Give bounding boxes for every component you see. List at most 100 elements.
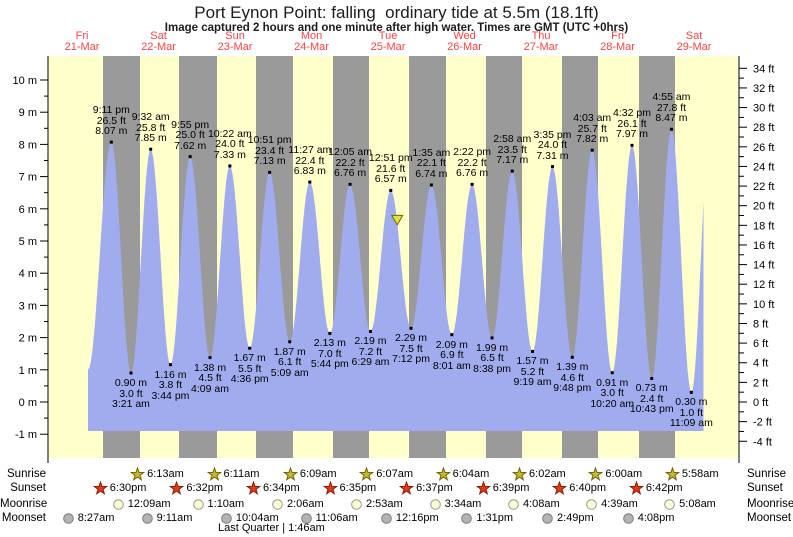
moonrise-icon — [351, 498, 362, 510]
moonset-time-text: 11:06am — [315, 512, 358, 524]
sunrise-time: 6:09am — [282, 466, 337, 482]
tide-low-label: 1.57 m 5.2 ft 9:19 am — [513, 355, 552, 389]
moonrise-icon — [586, 498, 597, 510]
sunset-time: 6:35pm — [322, 480, 376, 496]
moonrise-time-text: 1:10am — [207, 498, 245, 510]
moonset-time-text: 8:27am — [77, 512, 115, 524]
moonrise-icon — [112, 498, 124, 510]
tide-high-label: 10:51 pm 23.4 ft 7.13 m — [247, 134, 292, 168]
tide-high-label: 1:35 am 22.1 ft 6.74 m — [412, 146, 451, 180]
y-axis-left-tick-label: 3 m — [19, 300, 37, 312]
sunrise-time-text: 6:04am — [452, 468, 490, 480]
sunrise-icon — [664, 466, 680, 481]
day-label: Fri 21-Mar — [64, 30, 100, 53]
moonset-icon — [300, 512, 312, 524]
y-axis-left-tick-label: 10 m — [13, 75, 37, 87]
sunrise-time-text: 6:07am — [376, 468, 413, 480]
moonset-time: 12:16pm — [379, 510, 439, 526]
sunrise-time-text: 6:11am — [223, 468, 260, 480]
y-axis-right-tick-label: 20 ft — [753, 201, 774, 213]
day-label: Mon 24-Mar — [294, 30, 329, 53]
y-axis-right-tick-label: 10 ft — [753, 299, 774, 311]
moonset-time-text: 1:31pm — [476, 512, 514, 524]
tide-extreme-dot — [228, 164, 232, 168]
y-axis-left-tick-label: 8 m — [19, 139, 37, 151]
tide-low-label: 1.16 m 3.8 ft 3:44 pm — [151, 368, 190, 402]
y-axis-right-tick-label: 14 ft — [753, 260, 774, 272]
moonrise-icon — [192, 498, 204, 510]
sunrise-icon — [282, 466, 298, 481]
tide-low-label: 0.91 m 3.0 ft 10:20 am — [590, 376, 635, 410]
sunrise-time-text: 6:02am — [529, 468, 566, 480]
sunset-time-text: 6:39pm — [492, 482, 530, 494]
moonset-icon — [221, 512, 232, 524]
moonrise-time-text: 2:06am — [286, 498, 324, 510]
day-label: Wed 26-Mar — [447, 30, 482, 53]
tide-extreme-dot — [149, 147, 153, 151]
sunrise-icon — [206, 466, 222, 481]
moonrise-time: 4:39am — [584, 496, 638, 512]
tide-extreme-dot — [268, 170, 272, 174]
y-axis-left-tick-label: 5 m — [19, 236, 37, 248]
tide-low-label: 0.73 m 2.4 ft 10:43 pm — [629, 382, 674, 416]
tide-high-label: 3:35 pm 24.0 ft 7.31 m — [533, 128, 572, 162]
tide-high-label: 2:22 pm 22.2 ft 6.76 m — [453, 146, 492, 180]
y-axis-left-tick-label: 0 m — [19, 397, 37, 409]
y-axis-right-tick-label: 16 ft — [753, 240, 774, 252]
tide-extreme-dot — [490, 336, 494, 340]
sunrise-time: 6:13am — [130, 466, 184, 482]
y-axis-right-tick-label: 2 ft — [753, 377, 768, 389]
moonrise-time-text: 4:08am — [522, 498, 560, 510]
tide-low-label: 2.09 m 6.9 ft 8:01 am — [432, 338, 471, 372]
y-axis-left-tick-label: 4 m — [19, 268, 37, 280]
tide-extreme-dot — [308, 180, 312, 184]
sunset-icon — [245, 480, 261, 495]
sunset-icon — [169, 480, 185, 495]
tide-extreme-dot — [689, 390, 693, 394]
tide-extreme-dot — [208, 356, 212, 360]
tide-extreme-dot — [550, 165, 554, 169]
tide-high-label: 9:32 am 25.8 ft 7.85 m — [131, 111, 170, 145]
y-axis-right-tick-label: 28 ft — [753, 122, 774, 134]
moonset-time-text: 12:16pm — [395, 512, 439, 524]
tide-extreme-dot — [669, 127, 673, 131]
tide-high-label: 12:51 pm 21.6 ft 6.57 m — [368, 152, 413, 186]
tide-low-label: 1.67 m 5.5 ft 4:36 pm — [230, 352, 269, 386]
moonrise-time: 2:53am — [349, 496, 403, 512]
chart-subtitle: Image captured 2 hours and one minute af… — [164, 22, 629, 34]
sunset-icon — [399, 480, 415, 495]
sunset-row-label-right: Sunset — [747, 482, 783, 494]
tide-low-label: 2.19 m 7.2 ft 6:29 am — [351, 335, 390, 369]
tide-extreme-dot — [470, 182, 474, 186]
y-axis-right-tick-label: 0 ft — [753, 397, 768, 409]
moonrise-time: 3:34am — [428, 496, 481, 512]
tide-extreme-dot — [328, 331, 332, 335]
moonrise-icon — [272, 498, 283, 510]
tide-extreme-dot — [630, 143, 634, 147]
sunrise-row-label-right: Sunrise — [747, 468, 786, 480]
tide-extreme-dot — [530, 349, 534, 353]
sunset-time: 6:42pm — [628, 480, 683, 496]
moonrise-time: 12:09am — [111, 496, 171, 512]
sunrise-icon — [588, 466, 604, 481]
sunrise-icon — [435, 466, 451, 481]
moonrise-time-text: 12:09am — [127, 498, 171, 510]
y-axis-right-tick-label: 4 ft — [753, 358, 768, 370]
moonrise-time: 4:08am — [506, 496, 560, 512]
moonset-icon — [141, 512, 153, 524]
y-axis-right-tick-label: 32 ft — [753, 83, 774, 95]
day-label: Tue 25-Mar — [370, 30, 406, 53]
sunset-time-text: 6:34pm — [262, 482, 300, 494]
tide-extreme-dot — [129, 371, 133, 375]
tide-extreme-dot — [168, 363, 172, 367]
moonrise-icon — [664, 498, 675, 510]
sunrise-time: 6:07am — [359, 466, 413, 482]
moonset-time: 1:31pm — [459, 510, 513, 526]
tide-high-label: 4:55 am 27.8 ft 8.47 m — [652, 91, 691, 125]
moonset-row-label-left: Moonset — [1, 512, 46, 524]
sunset-icon — [322, 480, 338, 495]
sunrise-time-text: 6:00am — [605, 468, 643, 480]
moonset-time-text: 9:11am — [156, 512, 193, 524]
y-axis-right-tick-label: 34 ft — [753, 63, 774, 75]
sunset-time: 6:30pm — [92, 480, 146, 496]
